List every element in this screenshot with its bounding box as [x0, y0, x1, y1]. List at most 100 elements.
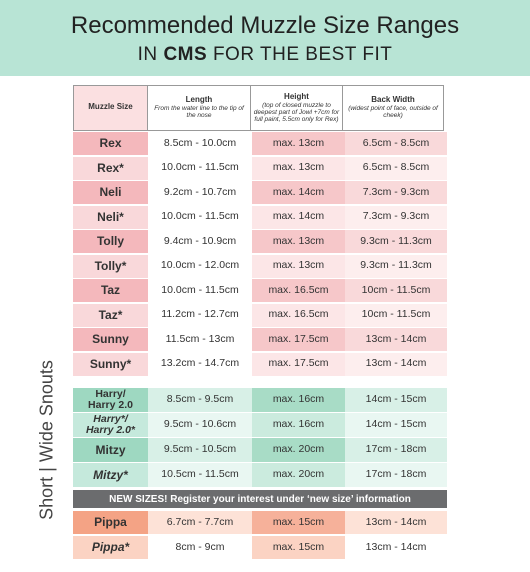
- muzzle-name: Neli*: [73, 205, 148, 229]
- size-value: max. 15cm: [252, 536, 345, 559]
- table-row: Tolly 9.4cm - 10.9cm max. 13cm 9.3cm - 11.3…: [73, 230, 447, 253]
- size-value: 10.0cm - 11.5cm: [148, 279, 252, 302]
- size-value: 10.5cm - 11.5cm: [148, 463, 252, 487]
- table-row: Sunny 11.5cm - 13cm max. 17.5cm 13cm - 14cm: [73, 328, 447, 351]
- size-value: max. 16cm: [252, 413, 345, 437]
- size-value: 8.5cm - 9.5cm: [148, 388, 252, 412]
- size-value: max. 17.5cm: [252, 328, 345, 351]
- table-row: Taz 10.0cm - 11.5cm max. 16.5cm 10cm - 11.5…: [73, 279, 447, 302]
- size-value: 10.0cm - 12.0cm: [148, 254, 252, 278]
- size-value: max. 13cm: [252, 132, 345, 155]
- muzzle-name: Pippa*: [73, 536, 148, 559]
- column-note: (widest point of face, outside of cheek): [348, 105, 438, 120]
- size-value: 9.4cm - 10.9cm: [148, 230, 252, 253]
- table-row: Neli 9.2cm - 10.7cm max. 14cm 7.3cm - 9.3cm: [73, 181, 447, 204]
- column-note: (top of closed muzzle to deepest part of…: [253, 101, 340, 123]
- muzzle-name: Harry*/ Harry 2.0*: [73, 413, 148, 437]
- muzzle-name: Taz*: [73, 303, 148, 327]
- muzzle-name: Rex*: [73, 156, 148, 180]
- size-value: 13cm - 14cm: [345, 328, 447, 351]
- size-value: 10.0cm - 11.5cm: [148, 205, 252, 229]
- size-value: max. 16.5cm: [252, 279, 345, 302]
- muzzle-name: Tolly*: [73, 254, 148, 278]
- size-value: 13.2cm - 14.7cm: [148, 352, 252, 376]
- size-value: max. 16cm: [252, 388, 345, 412]
- column-header: Muzzle Size: [73, 85, 148, 131]
- size-value: max. 16.5cm: [252, 303, 345, 327]
- muzzle-name: Rex: [73, 132, 148, 155]
- table-row: Taz* 11.2cm - 12.7cm max. 16.5cm 10cm - 11.…: [73, 303, 447, 327]
- column-title: Height: [284, 91, 309, 101]
- table-row: Harry*/ Harry 2.0* 9.5cm - 10.6cm max. 16c…: [73, 413, 447, 437]
- size-value: 17cm - 18cm: [345, 438, 447, 462]
- subtitle-prefix: IN: [137, 44, 158, 65]
- size-value: 10cm - 11.5cm: [345, 279, 447, 302]
- muzzle-name: Harry/ Harry 2.0: [73, 388, 148, 412]
- size-value: max. 13cm: [252, 230, 345, 253]
- size-value: max. 14cm: [252, 205, 345, 229]
- size-value: 6.7cm - 7.7cm: [148, 511, 252, 534]
- size-value: 11.5cm - 13cm: [148, 328, 252, 351]
- size-value: 6.5cm - 8.5cm: [345, 132, 447, 155]
- table-row: Neli* 10.0cm - 11.5cm max. 14cm 7.3cm - 9.3…: [73, 205, 447, 229]
- size-value: 10.0cm - 11.5cm: [148, 156, 252, 180]
- size-value: 9.5cm - 10.6cm: [148, 413, 252, 437]
- size-value: 17cm - 18cm: [345, 463, 447, 487]
- column-note: From the water line to the tip of the no…: [154, 105, 244, 120]
- header-row: Muzzle Size Length From the water line to …: [73, 85, 444, 131]
- muzzle-name: Sunny*: [73, 352, 148, 376]
- size-value: 13cm - 14cm: [345, 352, 447, 376]
- size-value: max. 17.5cm: [252, 352, 345, 376]
- size-value: max. 13cm: [252, 254, 345, 278]
- table-row: Harry/ Harry 2.0 8.5cm - 9.5cm max. 16cm 14…: [73, 388, 447, 412]
- banner: NEW SIZES! Register your interest under …: [73, 490, 447, 508]
- size-value: 9.5cm - 10.5cm: [148, 438, 252, 462]
- muzzle-name: Neli: [73, 181, 148, 204]
- side-label: Short | Wide Snouts: [36, 360, 57, 520]
- table-row: Pippa* 8cm - 9cm max. 15cm 13cm - 14cm: [73, 536, 447, 559]
- column-header: Back Width (widest point of face, outside…: [342, 85, 444, 131]
- column-title: Back Width: [371, 94, 415, 104]
- table-row: Mitzy 9.5cm - 10.5cm max. 20cm 17cm - 18cm: [73, 438, 447, 462]
- size-value: 11.2cm - 12.7cm: [148, 303, 252, 327]
- size-value: 14cm - 15cm: [345, 413, 447, 437]
- size-value: 7.3cm - 9.3cm: [345, 181, 447, 204]
- muzzle-name: Mitzy*: [73, 463, 148, 487]
- muzzle-name: Mitzy: [73, 438, 148, 462]
- size-value: 9.2cm - 10.7cm: [148, 181, 252, 204]
- column-title: Muzzle Size: [88, 101, 133, 111]
- muzzle-name: Tolly: [73, 230, 148, 253]
- table-row: Pippa 6.7cm - 7.7cm max. 15cm 13cm - 14cm: [73, 511, 447, 534]
- column-header: Height (top of closed muzzle to deepest p…: [250, 85, 343, 131]
- header: Recommended Muzzle Size Ranges IN CMS FO…: [0, 0, 530, 76]
- table-row: Tolly* 10.0cm - 12.0cm max. 13cm 9.3cm - 11…: [73, 254, 447, 278]
- size-value: 9.3cm - 11.3cm: [345, 230, 447, 253]
- size-value: 7.3cm - 9.3cm: [345, 205, 447, 229]
- table-row: Mitzy* 10.5cm - 11.5cm max. 20cm 17cm - 18c…: [73, 463, 447, 487]
- size-value: max. 14cm: [252, 181, 345, 204]
- size-value: max. 13cm: [252, 156, 345, 180]
- table-row: Rex 8.5cm - 10.0cm max. 13cm 6.5cm - 8.5cm: [73, 132, 447, 155]
- column-header: Length From the water line to the tip of …: [147, 85, 251, 131]
- subtitle-suffix: FOR THE BEST FIT: [212, 44, 393, 65]
- size-value: 14cm - 15cm: [345, 388, 447, 412]
- table-row: Rex* 10.0cm - 11.5cm max. 13cm 6.5cm - 8.5c…: [73, 156, 447, 180]
- table-row: Sunny* 13.2cm - 14.7cm max. 17.5cm 13cm - 1…: [73, 352, 447, 376]
- size-value: 13cm - 14cm: [345, 536, 447, 559]
- muzzle-name: Sunny: [73, 328, 148, 351]
- size-value: 6.5cm - 8.5cm: [345, 156, 447, 180]
- size-value: 10cm - 11.5cm: [345, 303, 447, 327]
- size-value: max. 20cm: [252, 438, 345, 462]
- size-value: 8cm - 9cm: [148, 536, 252, 559]
- title: Recommended Muzzle Size Ranges: [70, 12, 460, 39]
- subtitle-emphasis: CMS: [163, 44, 208, 65]
- size-value: max. 15cm: [252, 511, 345, 534]
- muzzle-name: Pippa: [73, 511, 148, 534]
- column-title: Length: [185, 94, 213, 104]
- size-value: 9.3cm - 11.3cm: [345, 254, 447, 278]
- size-value: max. 20cm: [252, 463, 345, 487]
- subtitle: IN CMS FOR THE BEST FIT: [0, 44, 530, 66]
- size-value: 8.5cm - 10.0cm: [148, 132, 252, 155]
- size-value: 13cm - 14cm: [345, 511, 447, 534]
